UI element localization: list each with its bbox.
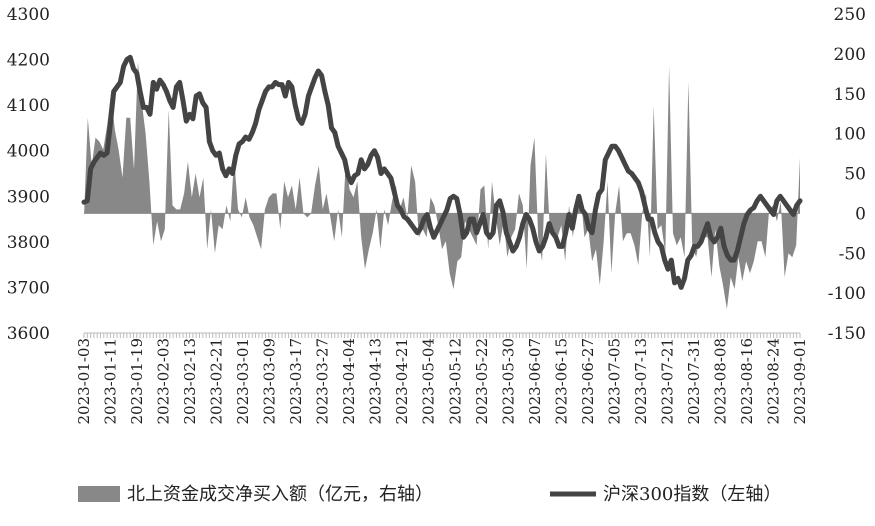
- x-tick-label: 2023-01-19: [128, 338, 146, 424]
- right-y-tick-label: 200: [834, 45, 866, 65]
- x-tick-label: 2023-04-04: [340, 338, 358, 424]
- x-tick-label: 2023-08-08: [711, 338, 729, 424]
- x-axis: [83, 332, 801, 338]
- left-y-tick-label: 4300: [7, 5, 50, 25]
- x-tick-label: 2023-05-22: [473, 338, 491, 424]
- right-y-tick-label: -150: [828, 324, 866, 344]
- x-tick-label: 2023-03-09: [261, 338, 279, 424]
- x-tick-label: 2023-07-21: [658, 338, 676, 424]
- x-tick-label: 2023-03-01: [234, 338, 252, 424]
- left-y-tick-label: 3700: [7, 278, 50, 298]
- left-y-tick-label: 3900: [7, 187, 50, 207]
- right-y-tick-label: 50: [844, 165, 866, 185]
- legend: 北上资金成交净买入额（亿元，右轴） 沪深300指数（左轴）: [78, 484, 781, 505]
- right-y-axis: -150 -100 -50 0 50 100 150 200 250: [828, 5, 866, 344]
- x-tick-label: 2023-01-11: [102, 338, 120, 424]
- x-tick-label: 2023-03-17: [287, 338, 305, 424]
- x-tick-label: 2023-05-12: [446, 338, 464, 424]
- left-y-tick-label: 4200: [7, 51, 50, 71]
- right-y-tick-label: 150: [834, 85, 866, 105]
- x-tick-label: 2023-02-21: [208, 338, 226, 424]
- x-tick-label: 2023-09-01: [791, 338, 809, 424]
- left-y-axis: 3600 3700 3800 3900 4000 4100 4200 4300: [7, 5, 50, 344]
- x-tick-label: 2023-06-07: [526, 338, 544, 424]
- x-tick-label: 2023-07-31: [685, 338, 703, 424]
- legend-label-net-buy: 北上资金成交净买入额（亿元，右轴）: [127, 484, 433, 505]
- left-y-tick-label: 3600: [7, 324, 50, 344]
- x-tick-label: 2023-07-13: [632, 338, 650, 424]
- left-y-tick-label: 4000: [7, 142, 50, 162]
- left-y-tick-label: 4100: [7, 96, 50, 116]
- x-tick-label: 2023-08-24: [764, 338, 782, 424]
- csi300-line: [81, 54, 803, 290]
- net-buy-area: [84, 61, 800, 310]
- x-tick-label: 2023-04-21: [393, 338, 411, 424]
- right-y-tick-label: -50: [839, 244, 866, 264]
- right-y-tick-label: 250: [834, 5, 866, 25]
- x-tick-label: 2023-07-05: [605, 338, 623, 424]
- legend-label-csi300: 沪深300指数（左轴）: [603, 484, 781, 505]
- x-tick-labels: 2023-01-03 2023-01-11 2023-01-19 2023-02-03…: [75, 338, 809, 424]
- x-tick-label: 2023-06-15: [552, 338, 570, 424]
- x-tick-label: 2023-06-27: [579, 338, 597, 424]
- x-tick-label: 2023-02-03: [155, 338, 173, 424]
- right-y-tick-label: 100: [834, 125, 866, 145]
- net-buy-area-series: [84, 61, 800, 310]
- x-tick-label: 2023-05-04: [420, 338, 438, 424]
- x-tick-label: 2023-02-13: [181, 338, 199, 424]
- x-tick-label: 2023-01-03: [75, 338, 93, 424]
- csi300-line-series: [81, 54, 803, 290]
- x-tick-label: 2023-04-13: [367, 338, 385, 424]
- right-y-tick-label: 0: [855, 204, 866, 224]
- left-y-tick-label: 3800: [7, 233, 50, 253]
- x-tick-label: 2023-05-30: [499, 338, 517, 424]
- x-tick-label: 2023-03-27: [314, 338, 332, 424]
- legend-area-swatch: [78, 486, 120, 502]
- x-tick-label: 2023-08-16: [738, 338, 756, 424]
- right-y-tick-label: -100: [828, 284, 866, 304]
